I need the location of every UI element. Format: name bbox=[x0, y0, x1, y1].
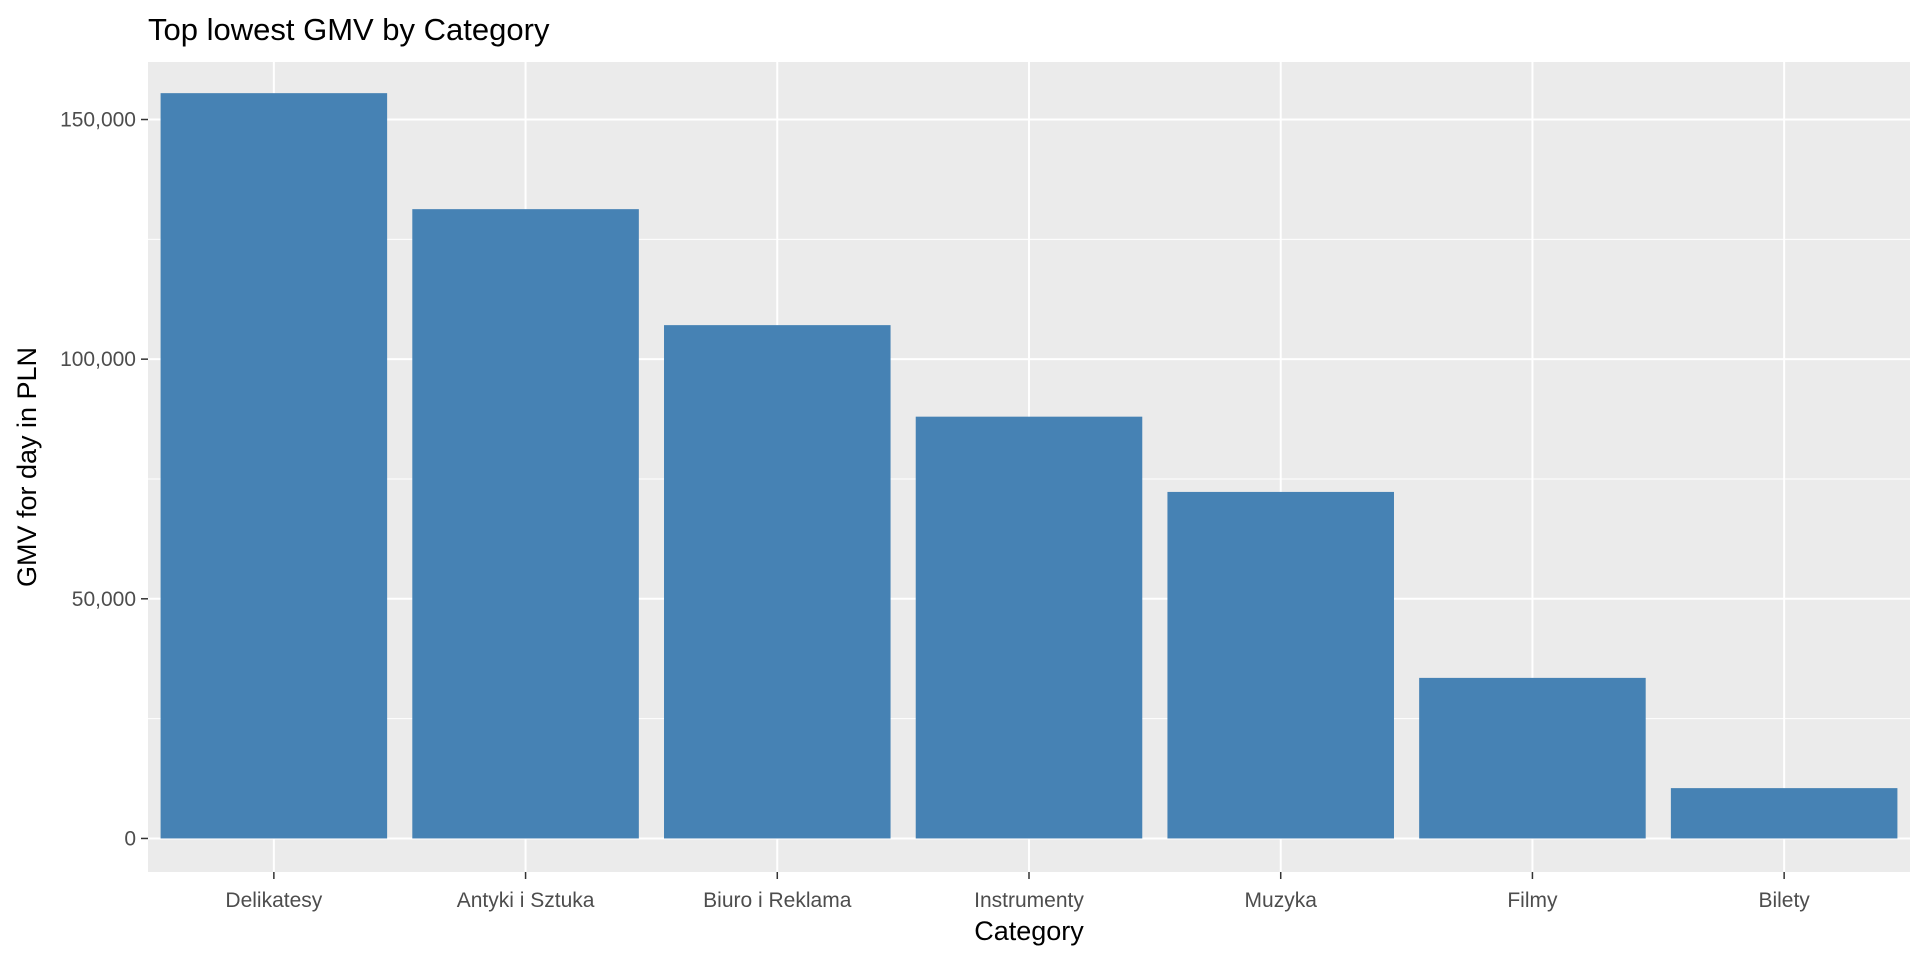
bar bbox=[664, 325, 891, 839]
chart-title: Top lowest GMV by Category bbox=[148, 12, 550, 47]
bars bbox=[160, 93, 1898, 839]
x-tick-label: Instrumenty bbox=[974, 889, 1084, 912]
y-tick-label: 150,000 bbox=[60, 109, 136, 132]
x-tick-label: Antyki i Sztuka bbox=[457, 889, 595, 912]
x-axis-title: Category bbox=[974, 916, 1084, 946]
y-axis: 0 50,000 100,000 150,000 bbox=[60, 109, 148, 850]
y-axis-title: GMV for day in PLN bbox=[12, 347, 42, 587]
y-tick-label: 100,000 bbox=[60, 348, 136, 371]
bar bbox=[160, 93, 388, 839]
bar bbox=[412, 209, 639, 839]
bar bbox=[1167, 491, 1394, 839]
bar bbox=[1419, 677, 1646, 839]
x-tick-label: Biuro i Reklama bbox=[703, 889, 852, 912]
x-tick-label: Filmy bbox=[1507, 889, 1558, 912]
x-tick-label: Delikatesy bbox=[225, 889, 322, 912]
x-tick-label: Bilety bbox=[1758, 889, 1810, 912]
bar bbox=[1670, 788, 1898, 839]
x-tick-label: Muzyka bbox=[1245, 889, 1318, 912]
y-tick-label: 50,000 bbox=[72, 588, 136, 611]
y-tick-label: 0 bbox=[124, 827, 136, 850]
x-axis: Delikatesy Antyki i Sztuka Biuro i Reklama… bbox=[225, 872, 1810, 912]
bar bbox=[915, 416, 1143, 839]
